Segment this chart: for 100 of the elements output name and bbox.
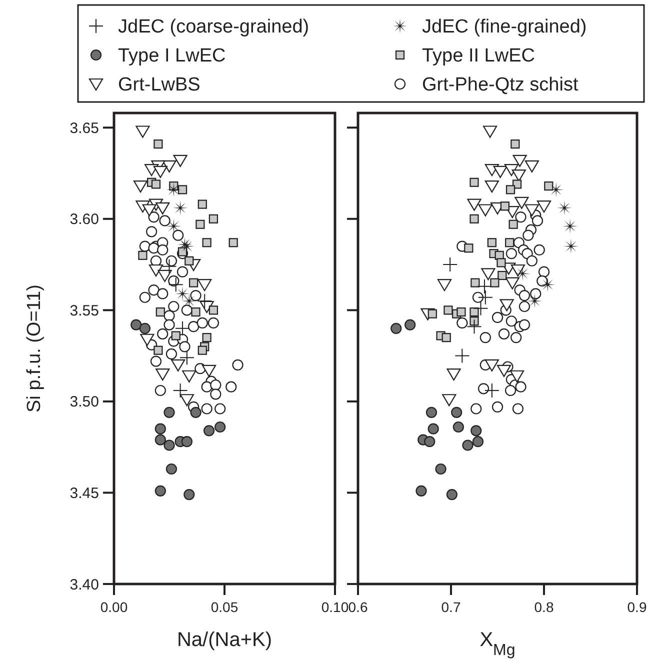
point: [428, 423, 439, 434]
point: [197, 294, 212, 309]
point: [159, 215, 170, 226]
point: [510, 370, 524, 382]
point: [524, 160, 539, 172]
point: [226, 381, 237, 392]
x-axis-title: Na/(Na+K): [176, 629, 272, 651]
point: [452, 421, 464, 433]
point: [472, 292, 484, 303]
point: [189, 278, 198, 288]
point: [190, 406, 202, 418]
point: [470, 278, 480, 288]
point: [176, 266, 188, 278]
point: [444, 306, 453, 315]
point: [508, 220, 518, 229]
point: [490, 278, 500, 288]
point: [466, 319, 482, 334]
point: [168, 300, 180, 312]
point: [202, 332, 212, 342]
point: [515, 212, 526, 223]
point: [140, 334, 154, 346]
y-tick-label: 3.40: [70, 576, 99, 594]
point: [228, 238, 238, 248]
point: [181, 304, 192, 316]
point: [172, 200, 188, 216]
point: [492, 401, 504, 412]
point: [171, 359, 186, 372]
point: [154, 384, 166, 396]
point: [175, 320, 190, 336]
point: [166, 463, 178, 475]
point: [506, 185, 516, 194]
point: [210, 388, 222, 400]
point: [196, 220, 205, 229]
point: [515, 266, 530, 282]
point: [505, 277, 520, 290]
point: [198, 279, 212, 292]
point: [467, 198, 482, 211]
point: [179, 341, 190, 352]
point: [515, 381, 526, 392]
point: [534, 244, 545, 256]
point: [208, 214, 218, 224]
x-tick-label: 0.05: [210, 599, 238, 615]
point: [481, 268, 496, 280]
point: [510, 139, 520, 149]
point: [154, 434, 166, 446]
point: [148, 212, 160, 223]
point: [548, 182, 564, 198]
point: [522, 230, 534, 241]
point: [496, 364, 512, 377]
point: [136, 126, 150, 138]
point: [164, 406, 175, 418]
point: [487, 238, 496, 248]
point: [201, 403, 212, 414]
point: [484, 359, 499, 372]
y-tick-label: 3.45: [70, 484, 99, 502]
point: [456, 307, 466, 317]
point: [454, 348, 470, 364]
point: [484, 180, 499, 193]
point: [498, 328, 510, 340]
point: [168, 277, 184, 292]
point: [154, 139, 163, 149]
point: [510, 332, 522, 344]
point: [184, 256, 194, 266]
point: [530, 288, 542, 300]
point: [182, 370, 196, 382]
point: [504, 164, 518, 176]
point: [164, 440, 175, 451]
point: [446, 368, 461, 381]
point: [144, 164, 159, 176]
point: [142, 204, 156, 216]
y-tick-label: 3.60: [70, 211, 99, 228]
point: [470, 425, 482, 436]
point: [536, 200, 552, 213]
point: [512, 154, 527, 168]
point: [208, 306, 218, 315]
point: [484, 382, 500, 398]
point: [203, 425, 215, 436]
point: [540, 277, 556, 292]
x-tick-label: 0.8: [534, 599, 554, 615]
legend-label: Type I LwEC: [118, 46, 226, 67]
point: [157, 288, 168, 300]
point: [492, 312, 504, 324]
point: [148, 264, 164, 277]
point: [518, 300, 530, 312]
point: [202, 238, 212, 248]
point: [198, 200, 207, 209]
point: [478, 383, 490, 394]
point: [153, 166, 168, 178]
point: [446, 488, 458, 500]
point: [506, 248, 517, 260]
x-tick-label: 0.10: [321, 599, 349, 615]
point: [171, 331, 180, 340]
point: [478, 290, 493, 305]
point: [148, 242, 160, 254]
point: [156, 307, 165, 317]
point: [172, 382, 188, 398]
point: [151, 180, 161, 189]
point: [202, 364, 216, 377]
point: [493, 166, 508, 178]
point: [181, 436, 192, 448]
